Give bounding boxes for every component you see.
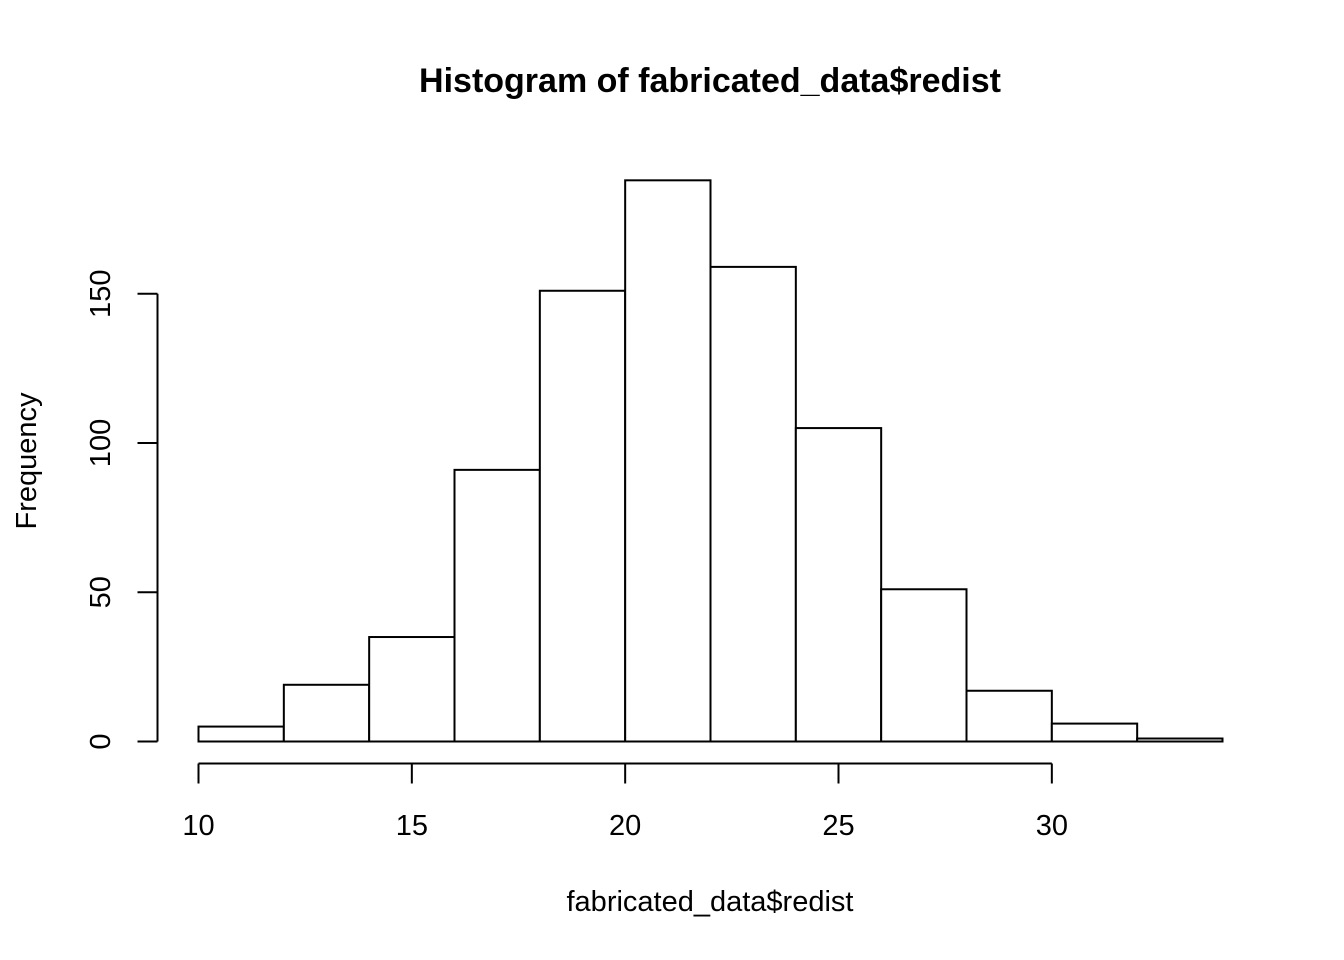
y-axis: 0 50 100 150 [85,270,159,750]
x-tick-label: 10 [182,810,214,842]
histogram-bar [624,179,712,743]
x-tick-label: 20 [609,810,641,842]
histogram-bar [453,468,541,743]
x-axis: 10 15 20 25 30 [182,762,1068,842]
x-tick-label: 25 [822,810,854,842]
x-tick-label: 15 [396,810,428,842]
y-axis-label: Frequency [11,392,43,530]
y-tick-label: 50 [85,576,117,608]
histogram-bar [197,725,285,743]
chart-title: Histogram of fabricated_data$redist [419,62,1001,100]
histogram-bar [282,683,371,743]
histogram-bar [1050,722,1139,743]
x-axis-label: fabricated_data$redist [567,886,854,918]
histogram-bar [1136,737,1224,743]
histogram-bar [709,265,797,743]
histogram-bar [880,588,968,743]
bars-group [197,179,1224,743]
histogram-bar [794,427,883,743]
y-tick-label: 100 [85,419,117,467]
y-tick-label: 150 [85,270,117,318]
histogram-bar [965,689,1053,743]
histogram-bar [368,636,456,743]
histogram-bar [538,289,627,743]
y-tick-label: 0 [85,733,117,749]
x-tick-label: 30 [1036,810,1068,842]
